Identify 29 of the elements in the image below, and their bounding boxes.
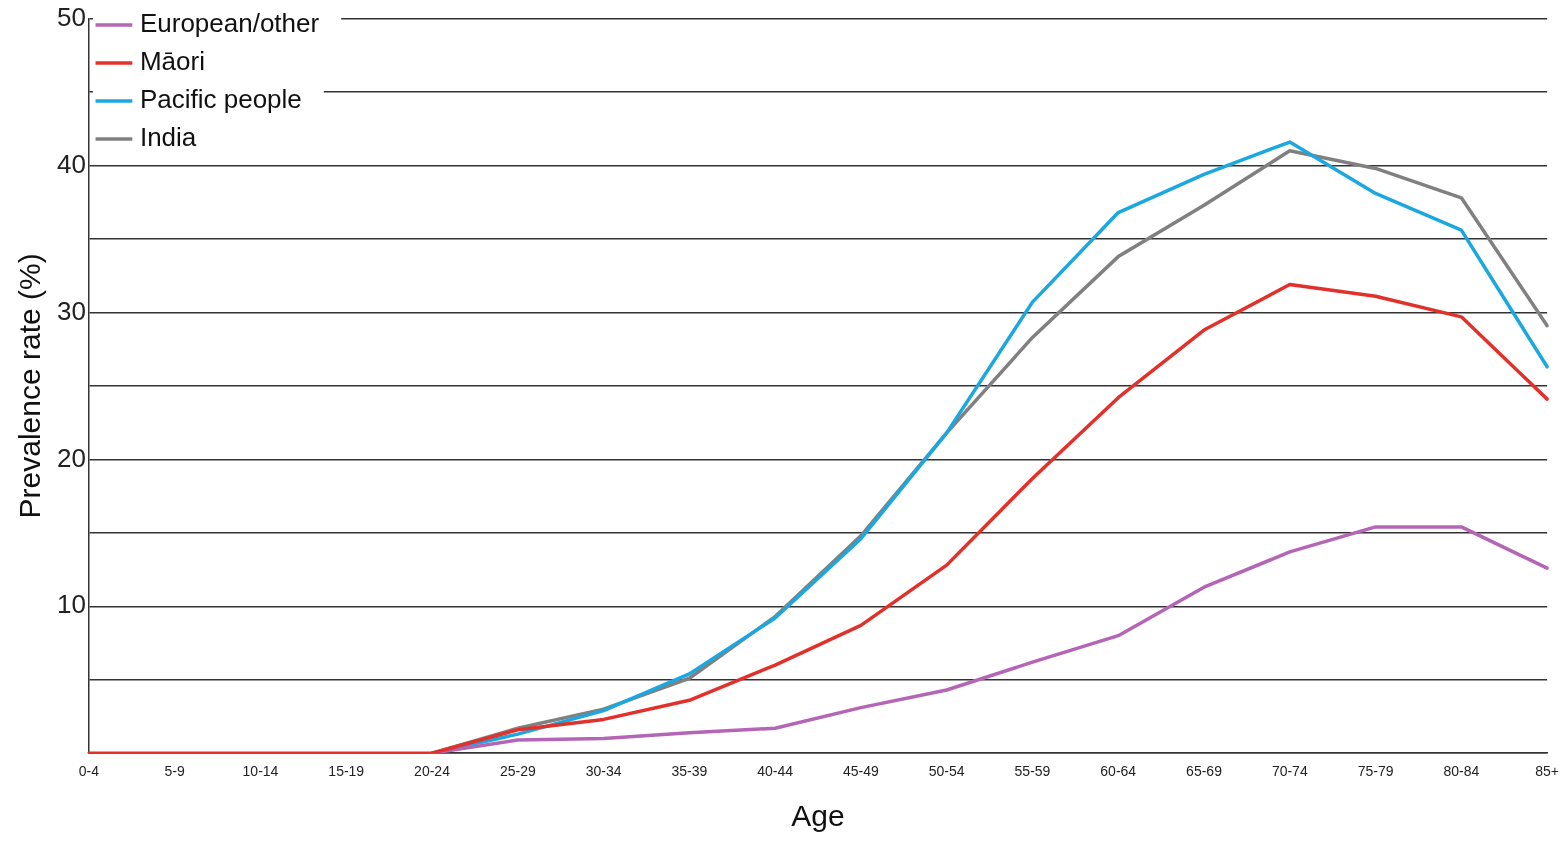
x-axis-title: Age xyxy=(791,799,845,833)
y-axis-title: Prevalence rate (%) xyxy=(13,253,47,519)
x-tick-label: 10-14 xyxy=(242,763,279,780)
x-tick-label: 0-4 xyxy=(78,763,100,780)
x-tick-label: 50-54 xyxy=(928,763,965,780)
x-tick-label: 45-49 xyxy=(843,763,880,780)
x-tick-label: 85+ xyxy=(1535,763,1559,780)
x-tick-label: 25-29 xyxy=(499,763,536,780)
y-tick-label: 20 xyxy=(57,442,86,473)
x-tick-label: 80-84 xyxy=(1443,763,1480,780)
y-tick-label: 50 xyxy=(57,1,86,32)
y-tick-label: 10 xyxy=(57,589,86,620)
x-tick-label: 55-59 xyxy=(1014,763,1051,780)
x-tick-label: 65-69 xyxy=(1186,763,1223,780)
x-tick-label: 20-24 xyxy=(414,763,451,780)
x-tick-label: 5-9 xyxy=(164,763,186,780)
x-tick-label: 30-34 xyxy=(585,763,622,780)
x-tick-label: 40-44 xyxy=(757,763,794,780)
x-tick-label: 70-74 xyxy=(1271,763,1308,780)
x-tick-label: 60-64 xyxy=(1100,763,1137,780)
legend-label: Māori xyxy=(139,46,205,77)
legend-label: India xyxy=(139,122,197,153)
legend-label: Pacific people xyxy=(139,84,302,115)
x-tick-label: 75-79 xyxy=(1357,763,1394,780)
x-tick-label: 35-39 xyxy=(671,763,708,780)
legend-label: European/other xyxy=(139,8,320,39)
y-tick-label: 40 xyxy=(57,148,86,179)
y-tick-label: 30 xyxy=(57,295,86,326)
x-tick-label: 15-19 xyxy=(328,763,365,780)
